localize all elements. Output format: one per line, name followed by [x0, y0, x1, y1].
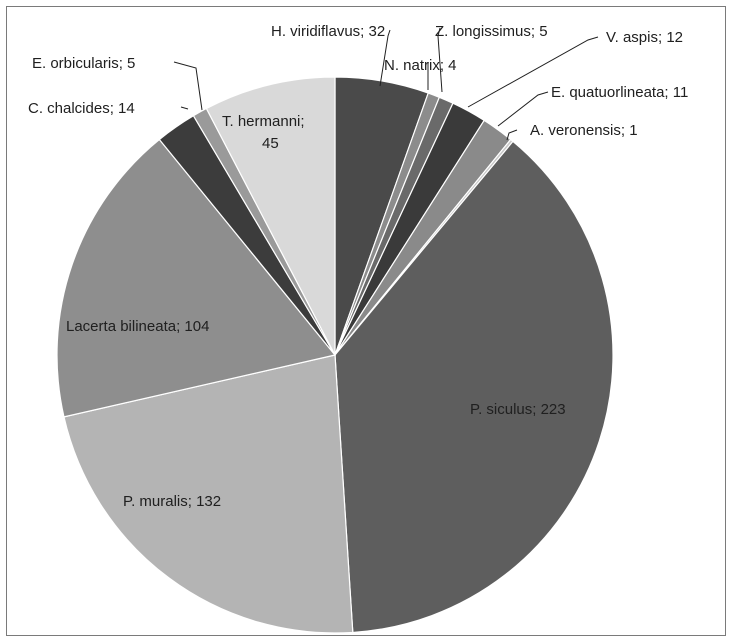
slice-labels: H. viridiflavus; 32 N. natrix; 4 Z. long…	[28, 23, 688, 510]
leader-line-e-quatuorlineata	[497, 91, 549, 127]
slice-p-siculus	[334, 140, 614, 634]
label-z-longissimus: Z. longissimus; 5	[435, 23, 548, 40]
label-p-siculus: P. siculus; 223	[470, 401, 566, 418]
slice-lacerta-bilineata	[56, 138, 337, 418]
label-e-orbicularis: E. orbicularis; 5	[32, 55, 135, 72]
leader-line-v-aspis	[467, 36, 599, 108]
leader-line-z-longissimus	[437, 27, 443, 93]
label-v-aspis: V. aspis; 12	[606, 29, 683, 46]
leader-line-h-viridiflavus	[379, 29, 391, 87]
leader-line-e-orbicularis	[173, 61, 203, 111]
label-n-natrix: N. natrix; 4	[384, 57, 457, 74]
slice-t-hermanni	[205, 76, 336, 356]
label-c-chalcides: C. chalcides; 14	[28, 100, 135, 117]
slice-p-muralis	[63, 354, 354, 634]
label-p-muralis: P. muralis; 132	[123, 493, 221, 510]
leader-line-a-veronensis	[506, 129, 518, 141]
label-lacerta-bilineata: Lacerta bilineata; 104	[66, 318, 209, 335]
label-t-hermanni-value: 45	[262, 135, 279, 152]
label-t-hermanni: T. hermanni;	[222, 113, 305, 130]
label-h-viridiflavus: H. viridiflavus; 32	[271, 23, 385, 40]
label-a-veronensis: A. veronensis; 1	[530, 122, 638, 139]
leader-lines	[173, 27, 599, 141]
label-e-quatuorlineata: E. quatuorlineata; 11	[551, 84, 688, 101]
leader-line-c-chalcides	[180, 106, 189, 110]
pie-slices	[56, 76, 614, 634]
